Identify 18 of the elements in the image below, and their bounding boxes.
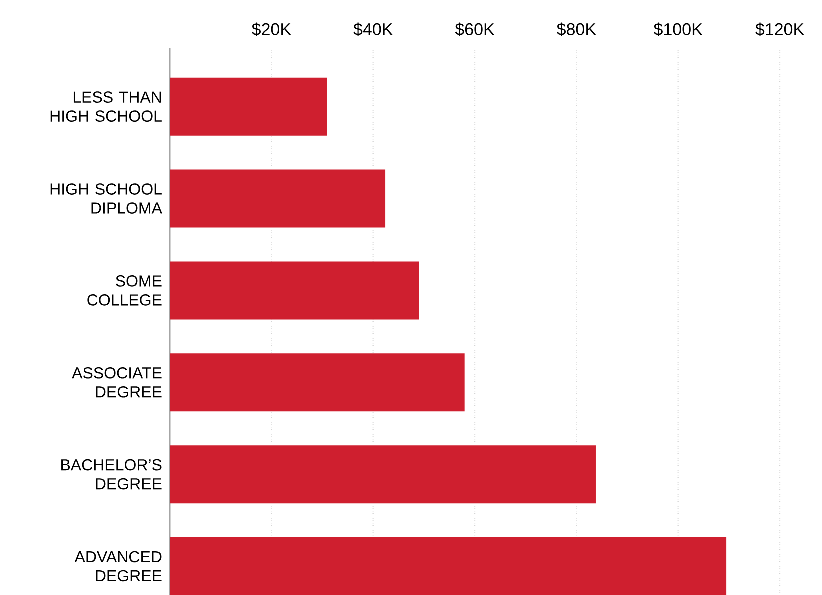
bar: [170, 446, 596, 504]
bar: [170, 170, 386, 228]
y-tick-label: ASSOCIATE DEGREE: [72, 367, 162, 398]
x-tick-label: $20K: [252, 22, 292, 36]
x-tick-label: $40K: [354, 22, 393, 36]
y-tick-label: HIGH SCHOOL DIPLOMA: [50, 184, 162, 214]
bar: [170, 538, 727, 595]
y-tick-label: BACHELOR’S DEGREE: [62, 459, 162, 490]
y-tick-label: SOME COLLEGE: [88, 276, 162, 306]
x-tick-label: $120K: [756, 22, 804, 36]
x-tick-label: $100K: [654, 22, 703, 36]
x-tick-label: $80K: [557, 22, 596, 36]
x-tick-label: $60K: [455, 22, 495, 36]
y-tick-label: ADVANCED DEGREE: [74, 551, 162, 582]
bar: [170, 78, 328, 136]
bar: [170, 354, 465, 412]
y-tick-label: LESS THAN HIGH SCHOOL: [50, 92, 162, 122]
bar: [170, 262, 420, 320]
